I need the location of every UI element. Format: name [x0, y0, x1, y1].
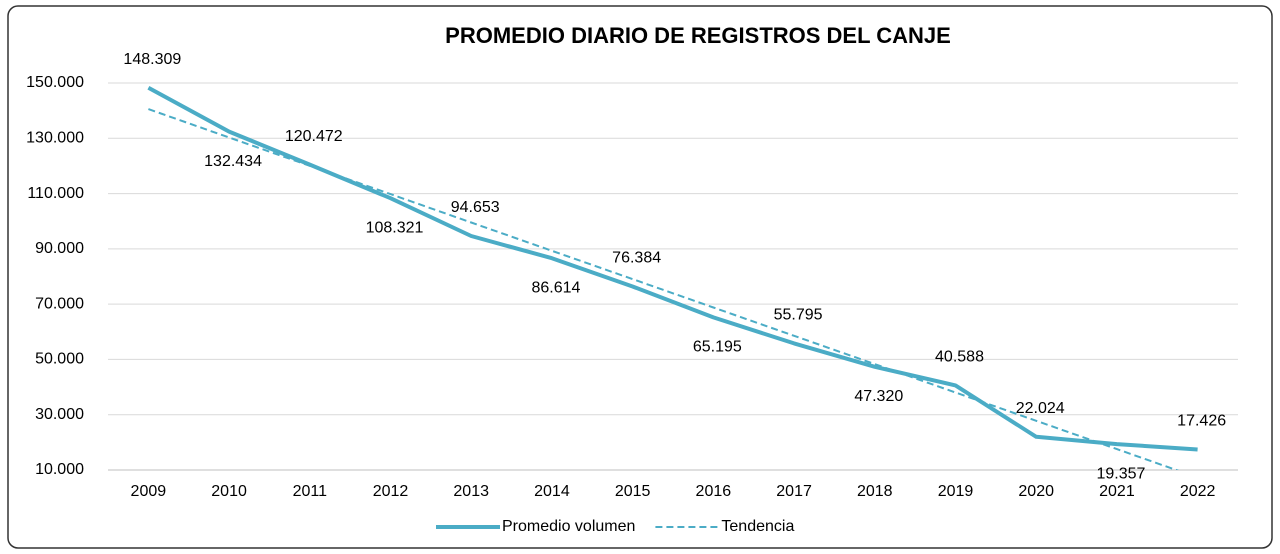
x-tick-label: 2009 — [131, 483, 167, 500]
chart-title: PROMEDIO DIARIO DE REGISTROS DEL CANJE — [445, 23, 951, 48]
data-label: 22.024 — [1016, 400, 1065, 417]
x-tick-label: 2011 — [293, 483, 328, 500]
data-label: 120.472 — [285, 128, 343, 145]
data-label: 65.195 — [693, 339, 742, 356]
x-tick-label: 2020 — [1018, 483, 1054, 500]
data-line — [147, 85, 1198, 452]
y-tick-label: 130.000 — [26, 130, 84, 147]
y-tick-label: 10.000 — [35, 461, 84, 478]
x-tick-label: 2012 — [373, 483, 409, 500]
x-tick-label: 2010 — [211, 483, 247, 500]
data-label: 132.434 — [204, 153, 262, 170]
data-label: 148.309 — [123, 51, 181, 68]
x-tick-label: 2021 — [1099, 483, 1135, 500]
data-label: 94.653 — [451, 199, 500, 216]
y-tick-label: 70.000 — [35, 295, 84, 312]
data-label: 40.588 — [935, 349, 984, 366]
x-tick-label: 2014 — [534, 483, 570, 500]
chart-border — [7, 5, 1273, 549]
data-label: 47.320 — [854, 388, 903, 405]
data-label: 86.614 — [531, 279, 580, 296]
y-tick-label: 90.000 — [35, 240, 84, 257]
legend-label: Promedio volumen — [502, 518, 635, 535]
x-tick-label: 2015 — [615, 483, 651, 500]
x-tick-label: 2017 — [776, 483, 812, 500]
data-label: 19.357 — [1096, 465, 1145, 482]
legend-label: Tendencia — [721, 518, 794, 535]
y-tick-label: 30.000 — [35, 406, 84, 423]
x-tick-label: 2016 — [696, 483, 732, 500]
data-label: 76.384 — [612, 250, 661, 267]
data-label: 108.321 — [366, 219, 424, 236]
y-tick-label: 150.000 — [26, 74, 84, 91]
x-tick-label: 2019 — [938, 483, 974, 500]
x-tick-label: 2013 — [453, 483, 489, 500]
data-label: 55.795 — [774, 307, 823, 324]
y-tick-label: 50.000 — [35, 351, 84, 368]
data-label: 17.426 — [1177, 413, 1226, 430]
trend-line — [148, 108, 1180, 470]
x-tick-label: 2022 — [1180, 483, 1216, 500]
y-tick-label: 110.000 — [27, 185, 84, 202]
x-tick-label: 2018 — [857, 483, 893, 500]
